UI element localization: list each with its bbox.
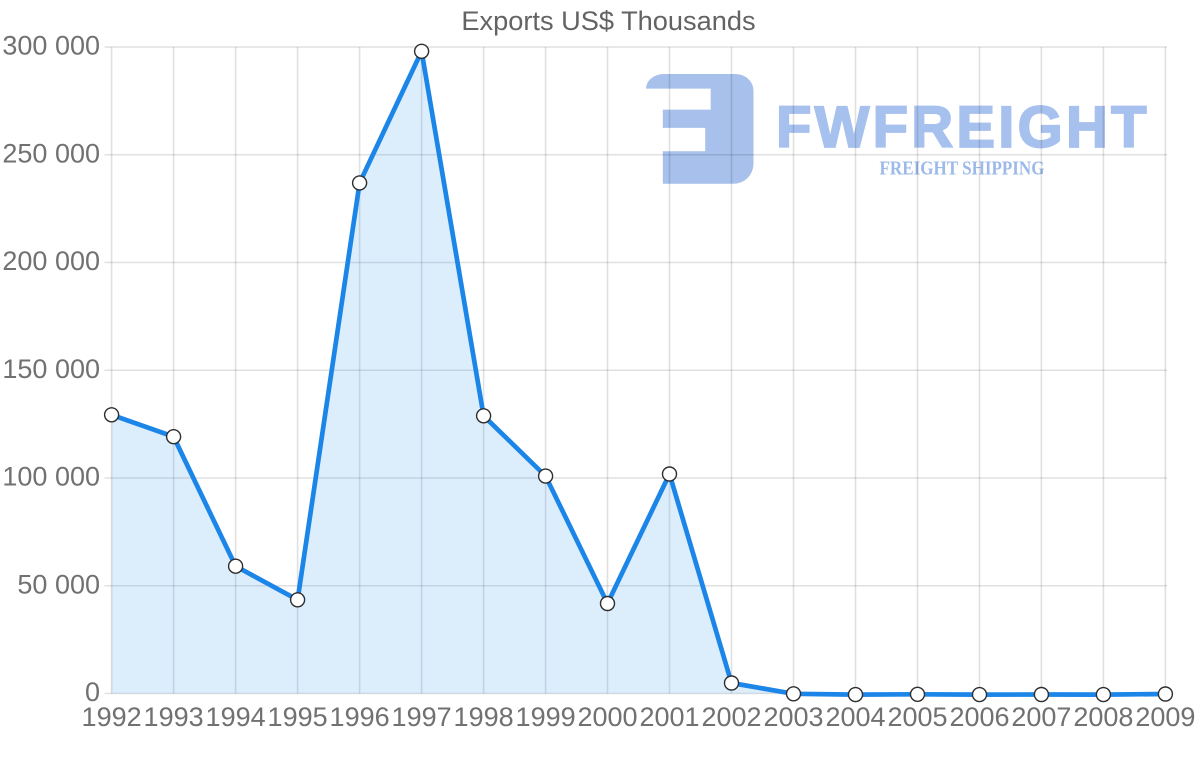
svg-text:200 000: 200 000 (2, 246, 100, 276)
svg-text:0: 0 (85, 677, 100, 707)
svg-text:250 000: 250 000 (2, 138, 100, 168)
svg-text:1997: 1997 (392, 702, 452, 732)
svg-text:2002: 2002 (701, 702, 761, 732)
svg-text:Exports US$ Thousands: Exports US$ Thousands (461, 5, 755, 36)
svg-text:1998: 1998 (454, 702, 514, 732)
svg-text:300 000: 300 000 (2, 31, 100, 61)
svg-text:1999: 1999 (516, 702, 576, 732)
svg-text:1992: 1992 (82, 702, 142, 732)
svg-text:2008: 2008 (1073, 702, 1133, 732)
svg-text:2000: 2000 (577, 702, 637, 732)
svg-text:2004: 2004 (825, 702, 885, 732)
svg-text:FREIGHT SHIPPING: FREIGHT SHIPPING (880, 159, 1045, 180)
svg-text:100 000: 100 000 (2, 462, 100, 492)
svg-text:1993: 1993 (144, 702, 204, 732)
svg-text:150 000: 150 000 (2, 354, 100, 384)
svg-text:FWFREIGHT: FWFREIGHT (776, 95, 1147, 160)
svg-text:2006: 2006 (949, 702, 1009, 732)
svg-text:2003: 2003 (763, 702, 823, 732)
svg-text:1996: 1996 (330, 702, 390, 732)
svg-text:2001: 2001 (639, 702, 699, 732)
svg-text:2009: 2009 (1135, 702, 1195, 732)
svg-text:1994: 1994 (206, 702, 266, 732)
svg-text:1995: 1995 (268, 702, 328, 732)
svg-text:50 000: 50 000 (17, 569, 100, 599)
svg-text:2005: 2005 (887, 702, 947, 732)
svg-text:2007: 2007 (1011, 702, 1071, 732)
